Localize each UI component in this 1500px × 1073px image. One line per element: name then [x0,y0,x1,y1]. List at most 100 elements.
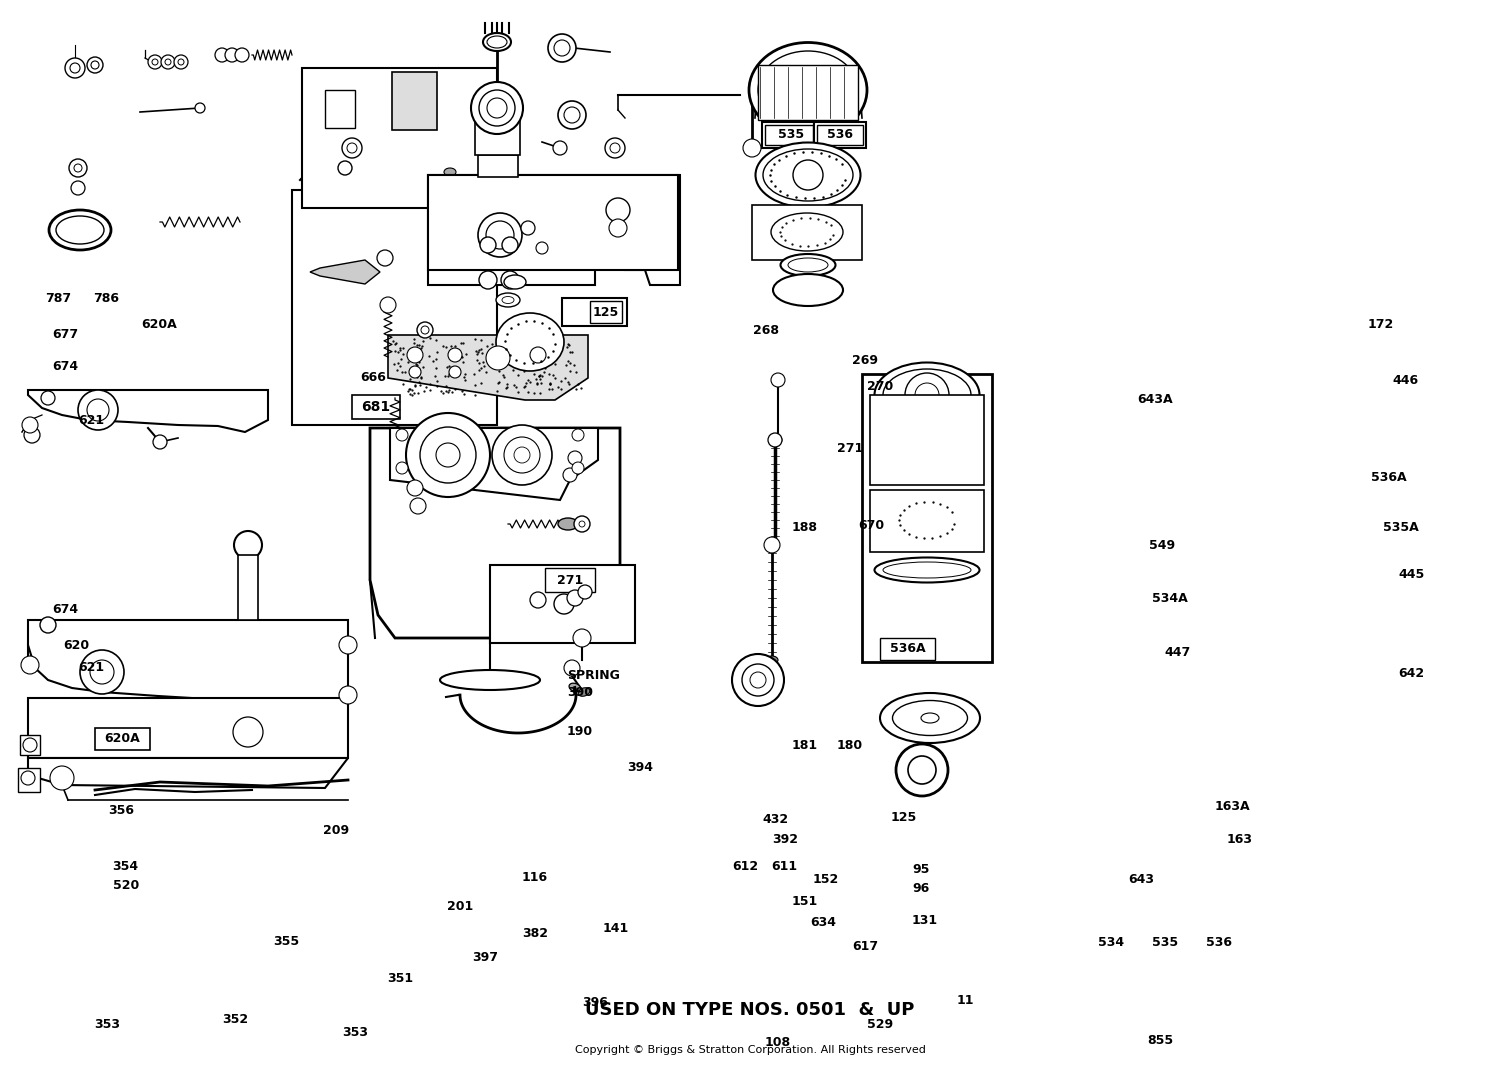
Circle shape [80,650,124,694]
Circle shape [40,617,56,633]
Text: SPRING: SPRING [567,670,620,682]
Text: 270: 270 [867,380,892,393]
Circle shape [750,672,766,688]
Circle shape [90,660,114,684]
Text: 634: 634 [810,916,836,929]
Text: 163: 163 [1227,833,1252,846]
Text: 190: 190 [567,725,592,738]
Circle shape [536,242,548,254]
Circle shape [732,655,784,706]
Bar [815,122,866,148]
Circle shape [22,738,38,752]
Text: USED ON TYPE NOS. 0501  &  UP: USED ON TYPE NOS. 0501 & UP [585,1001,915,1019]
Circle shape [568,451,582,465]
Circle shape [396,462,408,474]
Circle shape [609,219,627,237]
Text: 446: 446 [1392,374,1417,387]
Ellipse shape [578,688,590,696]
Ellipse shape [758,52,858,129]
Circle shape [214,48,230,62]
Polygon shape [390,428,598,500]
Text: 447: 447 [1164,646,1191,659]
Bar [590,302,622,323]
Text: 621: 621 [78,661,104,674]
Text: 787: 787 [45,292,70,305]
Text: 355: 355 [273,935,298,947]
Text: 271: 271 [837,442,864,455]
Circle shape [422,326,429,334]
Text: 642: 642 [1398,667,1423,680]
Ellipse shape [874,363,980,427]
Bar [870,395,984,485]
Circle shape [406,347,423,363]
Circle shape [604,138,625,158]
Polygon shape [427,175,680,285]
Circle shape [420,427,476,483]
Text: 432: 432 [762,813,788,826]
Circle shape [478,214,522,258]
Text: 356: 356 [108,804,134,817]
Text: 394: 394 [627,761,652,774]
Text: 353: 353 [342,1026,368,1039]
Circle shape [771,373,784,387]
Ellipse shape [568,684,580,692]
Circle shape [768,433,782,447]
Circle shape [417,322,434,338]
Circle shape [573,629,591,647]
Text: 271: 271 [556,573,584,587]
Bar [352,395,401,418]
Text: 396: 396 [582,996,608,1009]
Text: 96: 96 [912,882,928,895]
Circle shape [448,348,462,362]
Circle shape [918,511,936,529]
Polygon shape [388,335,588,400]
Circle shape [376,250,393,266]
Circle shape [896,744,948,796]
Circle shape [78,389,118,430]
Circle shape [152,59,157,65]
Bar [302,68,496,208]
Text: 125: 125 [592,306,619,319]
Text: 535: 535 [778,129,804,142]
Ellipse shape [874,558,980,583]
Circle shape [406,413,490,497]
Circle shape [232,717,262,747]
Text: 670: 670 [858,519,883,532]
Circle shape [87,399,109,421]
Circle shape [178,59,184,65]
Ellipse shape [771,214,843,251]
Ellipse shape [50,210,111,250]
Text: 141: 141 [603,922,630,935]
Circle shape [448,366,460,378]
Circle shape [548,34,576,62]
Text: 536A: 536A [890,643,926,656]
Circle shape [40,391,56,405]
Circle shape [338,161,352,175]
Text: 520: 520 [112,879,138,892]
Text: 390: 390 [567,686,592,699]
Circle shape [70,63,80,73]
Bar [392,72,436,130]
Ellipse shape [884,369,971,421]
Circle shape [87,57,104,73]
Bar [818,124,862,145]
Text: 855: 855 [1148,1034,1173,1047]
Text: 620A: 620A [141,318,177,330]
Circle shape [572,429,584,441]
Circle shape [69,159,87,177]
Circle shape [742,664,774,696]
Circle shape [478,90,514,126]
Ellipse shape [483,33,512,52]
Circle shape [225,48,238,62]
Text: 617: 617 [852,940,877,953]
Circle shape [530,347,546,363]
Circle shape [410,366,422,378]
Ellipse shape [444,168,456,176]
Bar [490,565,634,643]
Circle shape [915,383,939,407]
Text: 351: 351 [387,972,412,985]
Ellipse shape [748,43,867,137]
Text: 201: 201 [447,900,474,913]
Bar [427,175,678,270]
Bar [765,124,813,145]
